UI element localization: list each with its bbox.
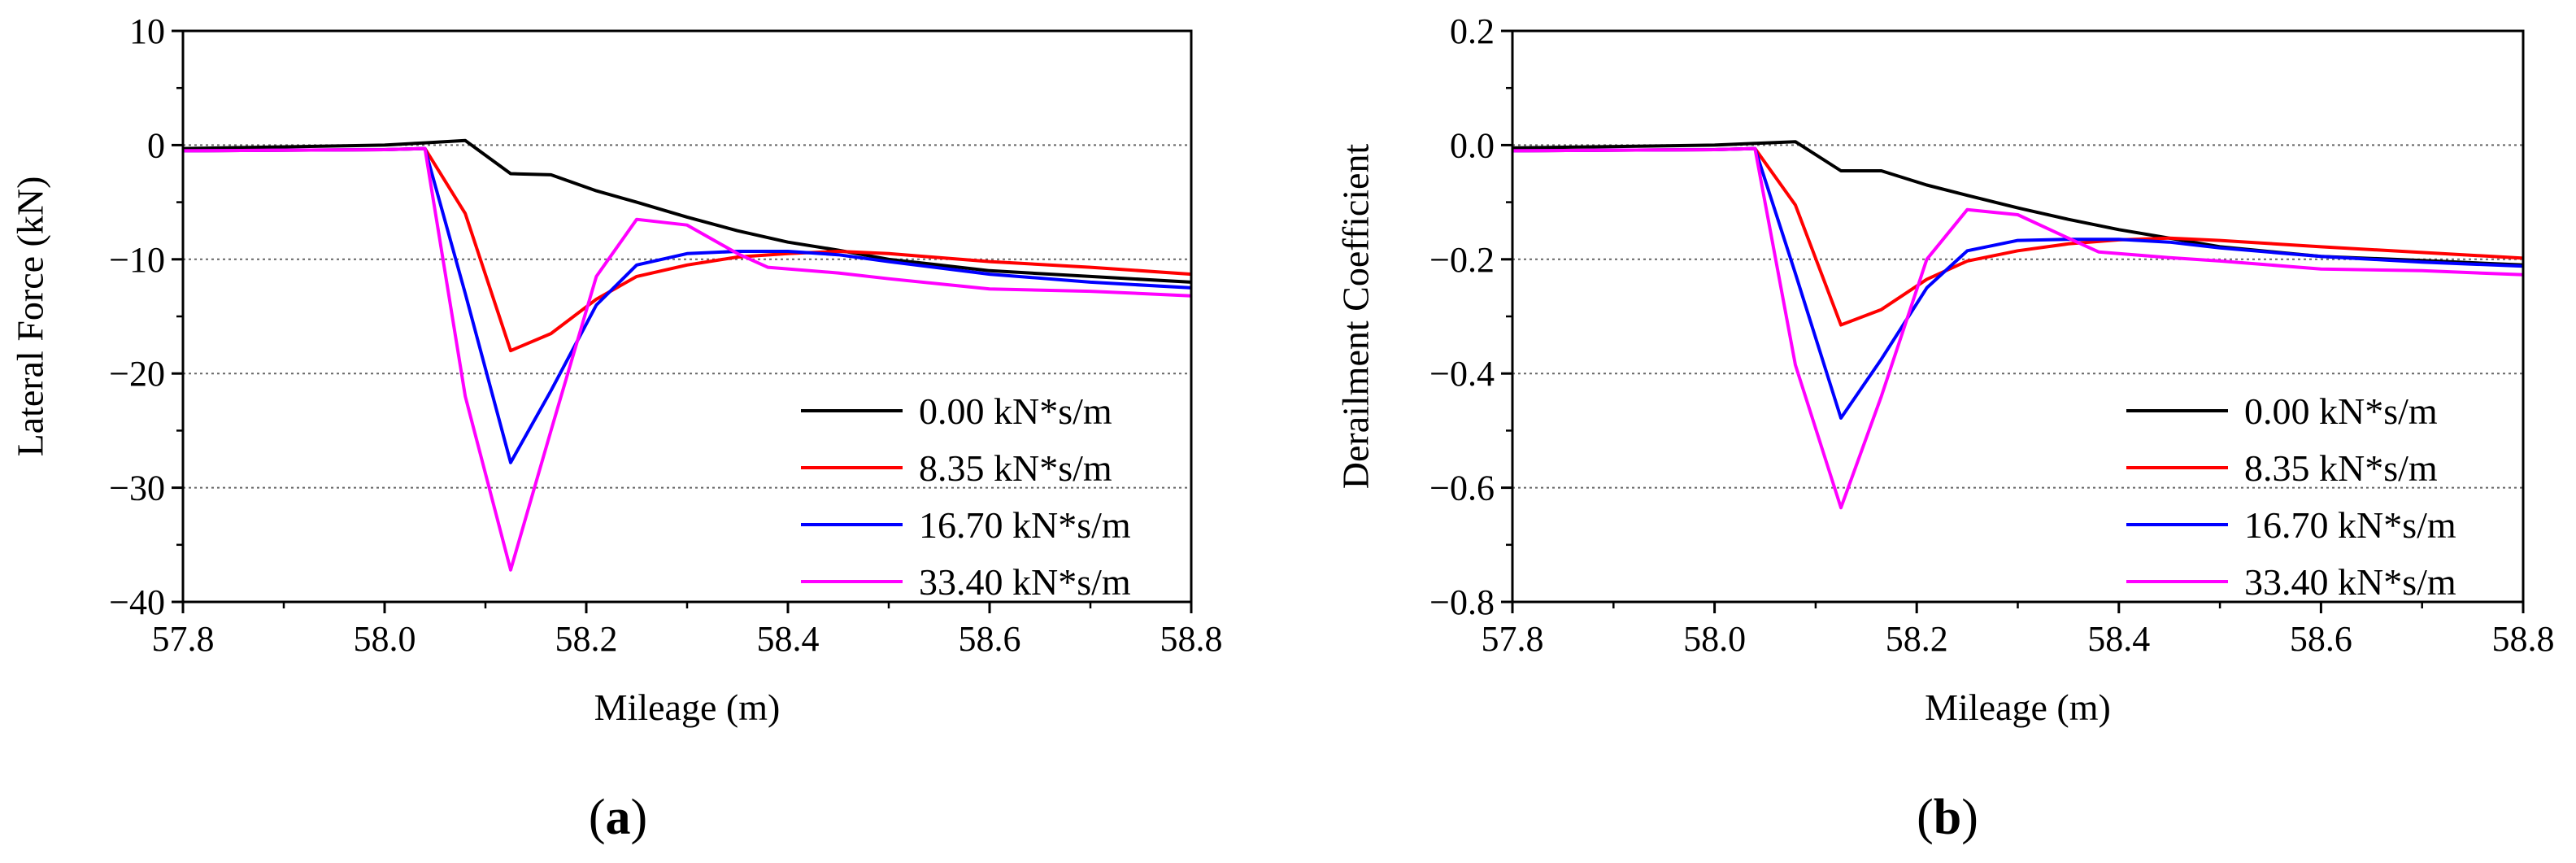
series-line-3 [1512,146,2524,510]
y-tick-label: 0.0 [1450,125,1495,165]
panel-label: (b) [1917,790,1978,845]
series-line-2 [1512,146,2524,420]
panel-label-close-paren: ) [1961,790,1978,845]
panel-label-open-paren: ( [1917,790,1934,845]
chart-panel-b: 57.8 58.0 58.2 58.4 58.6 58.8 −0.8 −0.6 −0.4 −0.2… [1335,11,2555,845]
legend-label-2: 16.70 kN*s/m [919,504,1131,546]
x-tick-label: 57.8 [152,619,215,659]
panel-label: (a) [589,790,647,845]
panel-label-letter: b [1934,790,1961,845]
series-line-1 [182,146,1192,353]
x-tick-label: 58.2 [555,619,618,659]
legend-label-3: 33.40 kN*s/m [919,561,1131,603]
x-tick-label: 58.6 [2290,619,2352,659]
series-line-1 [1512,146,2524,327]
x-tick-label: 58.6 [959,619,1021,659]
x-tick-label: 58.4 [757,619,820,659]
x-axis-title: Mileage (m) [1925,686,2111,728]
y-tick-label: −0.2 [1429,240,1495,280]
x-tick-label: 58.0 [1683,619,1746,659]
y-tick-label: −10 [109,240,165,280]
panel-label-letter: a [606,790,631,845]
chart-panel-a: 57.8 58.0 58.2 58.4 58.6 58.8 −40 −30 −20 −10 0 10 M… [10,11,1223,845]
x-axis-title: Mileage (m) [594,686,781,728]
series-line-0 [1512,140,2524,267]
panel-label-close-paren: ) [631,790,648,845]
y-tick-label: −20 [109,354,165,394]
y-axis-title: Lateral Force (kN) [10,177,51,457]
y-tick-label: 0.2 [1450,11,1495,51]
y-axis-title: Derailment Coefficient [1335,144,1377,490]
series-line-3 [182,146,1192,572]
x-tick-label: 58.8 [2492,619,2555,659]
x-tick-label: 57.8 [1482,619,1544,659]
x-tick-label: 58.0 [354,619,416,659]
series-line-0 [182,138,1192,284]
y-tick-label: −40 [109,582,165,622]
x-tick-label: 58.8 [1160,619,1223,659]
legend-label-0: 0.00 kN*s/m [919,390,1112,432]
panel-label-open-paren: ( [589,790,606,845]
y-tick-label: −0.8 [1429,582,1495,622]
y-tick-label: −0.4 [1429,354,1495,394]
legend-label-2: 16.70 kN*s/m [2244,504,2456,546]
series-line-2 [182,146,1192,464]
y-tick-label: 0 [147,125,165,165]
legend-label-1: 8.35 kN*s/m [2244,447,2438,489]
x-tick-label: 58.4 [2087,619,2150,659]
x-tick-label: 58.2 [1886,619,1948,659]
y-tick-label: −0.6 [1429,469,1495,508]
legend-label-0: 0.00 kN*s/m [2244,390,2438,432]
y-tick-label: −30 [109,469,165,508]
y-tick-label: 10 [129,11,165,51]
legend-label-3: 33.40 kN*s/m [2244,561,2456,603]
legend-label-1: 8.35 kN*s/m [919,447,1112,489]
